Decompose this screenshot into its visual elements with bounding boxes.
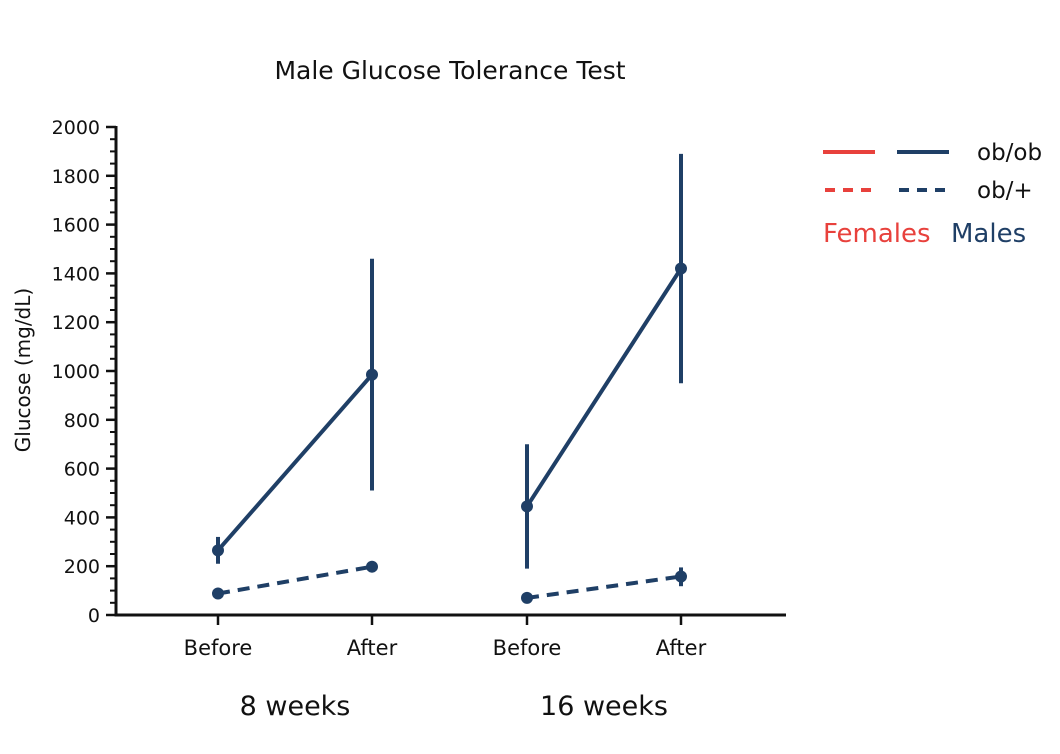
data-point-obob	[675, 262, 687, 275]
axes	[114, 126, 786, 617]
x-group-label: 8 weeks	[240, 691, 351, 722]
data-point-ob	[675, 570, 687, 583]
x-category-label: After	[347, 636, 398, 660]
data-point-ob	[212, 587, 224, 600]
legend-label-obob: ob/ob	[977, 140, 1042, 166]
y-tick-label: 1400	[52, 263, 100, 285]
y-tick-label: 0	[88, 605, 100, 627]
y-tick-label: 600	[64, 459, 100, 481]
legend-males-label: Males	[951, 219, 1026, 249]
y-ticks: 0 200 400 600 800 1000 1200 1400 1600 1800 2000	[52, 117, 116, 627]
legend-females-label: Females	[823, 219, 931, 249]
x-category-label: After	[656, 636, 707, 660]
y-tick-label: 1000	[52, 361, 100, 383]
series-line-obob	[216, 373, 374, 552]
data-point-obob	[366, 368, 378, 381]
series-line-ob	[217, 564, 373, 596]
x-group-label: 16 weeks	[540, 691, 668, 722]
y-tick-label: 2000	[52, 117, 100, 139]
data-point-obob	[521, 500, 533, 513]
data-point-ob	[521, 591, 533, 604]
x-categories: Before After Before After	[184, 615, 707, 660]
series-line-obob	[525, 267, 683, 508]
y-tick-label: 1600	[52, 215, 100, 237]
chart-title: Male Glucose Tolerance Test	[274, 56, 625, 85]
legend-label-obplus: ob/+	[977, 178, 1033, 204]
y-tick-label: 800	[64, 410, 100, 432]
data-point-obob	[212, 544, 224, 557]
y-tick-label: 1200	[52, 312, 100, 334]
y-tick-label: 400	[64, 507, 100, 529]
data-point-ob	[366, 560, 378, 573]
series-line-ob	[526, 574, 682, 600]
y-tick-label: 1800	[52, 166, 100, 188]
y-tick-label: 200	[64, 556, 100, 578]
x-groups: 8 weeks 16 weeks	[240, 691, 668, 722]
x-category-label: Before	[184, 636, 253, 660]
legend: ob/ob ob/+ Females Males	[823, 140, 1042, 249]
x-category-label: Before	[493, 636, 562, 660]
series-layer	[212, 153, 687, 604]
y-axis-label: Glucose (mg/dL)	[11, 288, 35, 452]
